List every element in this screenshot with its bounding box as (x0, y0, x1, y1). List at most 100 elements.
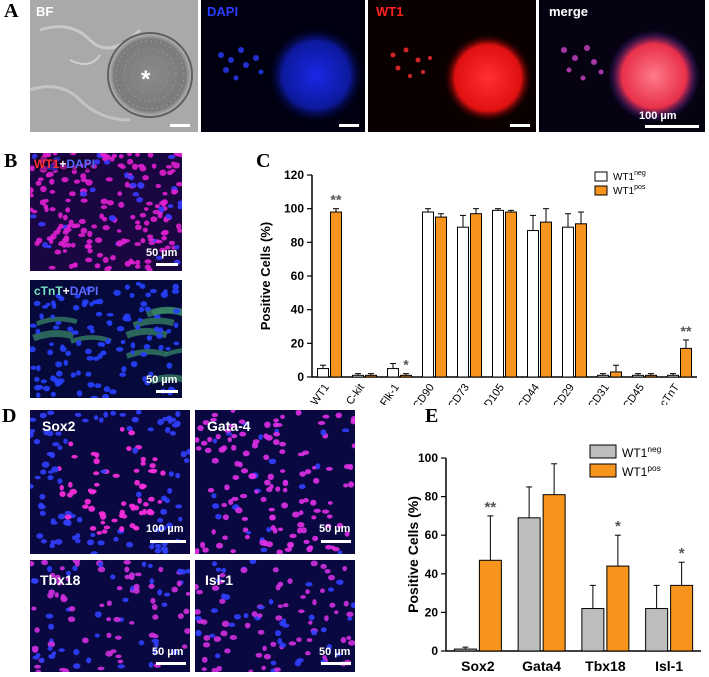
cell-nucleus (277, 527, 284, 532)
cell-nucleus (97, 341, 105, 347)
ctnt-dapi-label-b: DAPI (69, 284, 99, 298)
cell-nucleus (124, 284, 130, 290)
cell-nucleus (157, 500, 163, 504)
cell-nucleus (148, 583, 155, 589)
cell-nucleus (246, 530, 252, 535)
cell-nucleus (124, 260, 132, 267)
cell-nucleus (86, 325, 94, 330)
cell-nucleus (239, 431, 247, 437)
cell-nucleus (34, 475, 41, 480)
cell-nucleus (135, 153, 140, 157)
cell-nucleus (123, 172, 130, 179)
cell-nucleus (154, 548, 162, 554)
cell-nucleus (335, 412, 342, 419)
cell-nucleus (50, 391, 56, 397)
cell-nucleus (82, 299, 89, 305)
category-label: CD90 (411, 382, 437, 405)
cell-nucleus (47, 592, 54, 599)
cell-nucleus (76, 390, 83, 397)
y-tick-label: 20 (425, 605, 439, 619)
cell-nucleus (103, 411, 109, 418)
cell-nucleus (142, 175, 149, 181)
cell-nucleus (103, 159, 111, 165)
cell-nucleus (90, 328, 95, 334)
cell-nucleus (42, 304, 49, 309)
y-tick-label: 40 (291, 303, 305, 317)
cell-nucleus (209, 633, 216, 638)
cell-nucleus (325, 544, 333, 550)
cell-nucleus (113, 289, 121, 296)
cell-nucleus (99, 513, 107, 520)
cell-nucleus (66, 492, 73, 498)
cell-nucleus (55, 361, 63, 368)
legend-label: WT1pos (622, 463, 661, 479)
cell-nucleus (155, 255, 163, 261)
bar-CD90-pos (435, 216, 447, 378)
bar-WT1-pos (330, 211, 342, 378)
cell-nucleus (313, 477, 320, 484)
cell-nucleus (106, 200, 114, 206)
cell-nucleus (152, 648, 158, 654)
cell-nucleus (268, 598, 274, 605)
isl1-label: Isl-1 (205, 572, 234, 588)
cell-nucleus (241, 516, 249, 522)
cell-nucleus (149, 468, 158, 474)
cell-nucleus (82, 504, 89, 509)
cell-nucleus (59, 164, 68, 170)
cell-nucleus (234, 460, 241, 467)
cell-nucleus (149, 578, 155, 585)
y-tick-label: 80 (291, 235, 305, 249)
cell-nucleus (41, 461, 50, 468)
cell-nucleus (89, 302, 94, 307)
isl1-scale-text: 50 µm (319, 646, 351, 658)
cell-nucleus (195, 630, 202, 637)
cell-nucleus (305, 589, 310, 595)
cell-nucleus (49, 543, 55, 549)
legend-sup: pos (647, 463, 661, 473)
cell-nucleus (72, 663, 81, 669)
cell-nucleus (157, 419, 164, 426)
cell-nucleus (110, 410, 117, 416)
cell-nucleus (47, 475, 54, 481)
cell-nucleus (48, 623, 54, 630)
cell-nucleus (144, 380, 151, 386)
bar-Sox2-pos (478, 559, 502, 652)
cell-nucleus (327, 501, 333, 505)
significance-mark: ** (681, 323, 692, 339)
cell-nucleus (73, 648, 80, 656)
cell-nucleus (267, 473, 275, 481)
cell-nucleus (175, 410, 181, 417)
cell-nucleus (51, 166, 58, 171)
cell-nucleus (176, 580, 182, 587)
cell-nucleus (94, 383, 102, 389)
bar-CD105-pos (505, 211, 517, 378)
cell-nucleus (195, 609, 201, 615)
cell-nucleus (134, 224, 142, 231)
cell-nucleus (224, 648, 231, 654)
cell-nucleus (51, 466, 59, 473)
cell-nucleus (262, 645, 267, 652)
cell-nucleus (326, 514, 333, 519)
cell-nucleus (153, 314, 161, 319)
cell-nucleus (135, 410, 142, 415)
cell-nucleus (221, 620, 230, 628)
cell-nucleus (68, 263, 74, 269)
cell-nucleus (99, 213, 105, 220)
merge-scale-bar (645, 125, 699, 128)
cell-nucleus (146, 234, 154, 239)
cell-nucleus (350, 415, 355, 423)
cell-nucleus (201, 667, 207, 672)
cell-nucleus (103, 525, 111, 530)
cell-nucleus (328, 587, 334, 592)
cell-nucleus (145, 292, 152, 298)
cell-nucleus (350, 602, 355, 609)
cell-nucleus (300, 527, 307, 534)
cell-nucleus (56, 370, 63, 377)
cell-nucleus (214, 653, 221, 659)
cell-nucleus (55, 293, 62, 299)
cell-nucleus (38, 504, 46, 510)
cell-nucleus (67, 616, 76, 623)
cell-nucleus (221, 567, 227, 573)
cell-nucleus (86, 356, 94, 361)
cell-nucleus (56, 579, 63, 586)
